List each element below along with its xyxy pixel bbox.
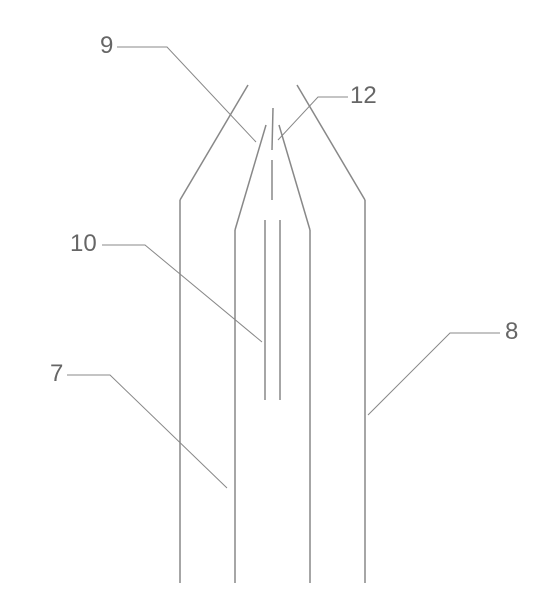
leader-12 [278, 97, 348, 140]
inner-right-upper [279, 125, 310, 230]
label-8: 8 [505, 318, 518, 346]
diagram-container: 9 12 10 8 7 [0, 0, 554, 591]
leader-7 [67, 375, 227, 488]
leader-9 [117, 47, 256, 142]
center-dashes [272, 108, 273, 200]
leader-lines [67, 47, 500, 488]
label-10: 10 [70, 230, 97, 258]
leader-10 [102, 245, 262, 342]
figure-lines [180, 85, 365, 583]
outer-left-upper [180, 85, 248, 200]
dash-a [272, 108, 273, 150]
leader-8 [368, 333, 500, 415]
label-9: 9 [100, 32, 113, 60]
inner-left-upper [235, 125, 266, 230]
figure-svg [0, 0, 554, 591]
label-7: 7 [50, 360, 63, 388]
label-12: 12 [350, 82, 377, 110]
